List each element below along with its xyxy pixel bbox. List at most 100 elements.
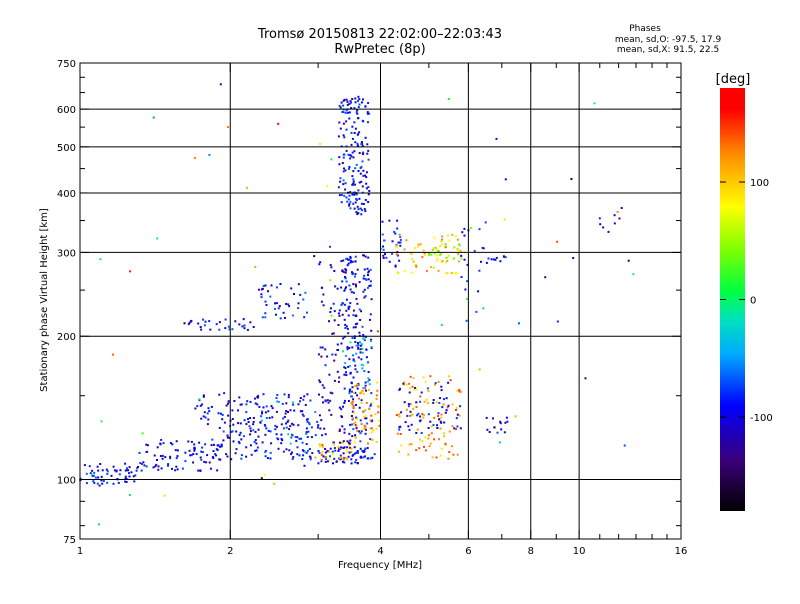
scatter-point [403, 248, 406, 251]
scatter-point [353, 441, 356, 444]
scatter-point [314, 456, 317, 459]
scatter-point [321, 396, 324, 399]
scatter-point [175, 465, 178, 468]
scatter-point [167, 464, 169, 467]
scatter-point [353, 121, 356, 124]
scatter-point [354, 201, 357, 204]
scatter-point [362, 364, 365, 367]
scatter-point [499, 260, 502, 263]
scatter-point [362, 410, 364, 413]
scatter-point [370, 346, 373, 349]
scatter-point [344, 399, 346, 402]
scatter-point [345, 257, 348, 260]
scatter-point [393, 230, 396, 233]
scatter-point [376, 381, 379, 384]
scatter-point [268, 416, 271, 419]
scatter-point [359, 392, 362, 395]
scatter-point [336, 287, 339, 290]
scatter-point [339, 177, 342, 180]
scatter-point [207, 418, 210, 421]
scatter-point [306, 311, 308, 314]
scatter-point [224, 318, 227, 321]
scatter-point [361, 325, 364, 328]
scatter-point [503, 255, 506, 258]
scatter-point [242, 318, 245, 321]
scatter-point [349, 423, 351, 426]
scatter-point [455, 428, 457, 431]
scatter-point [367, 274, 369, 276]
scatter-point [197, 469, 200, 472]
scatter-point [370, 431, 373, 434]
scatter-point [264, 300, 267, 303]
scatter-point [362, 387, 365, 389]
scatter-point [360, 402, 363, 404]
scatter-point [492, 258, 495, 261]
scatter-point [324, 364, 327, 367]
scatter-point [435, 248, 438, 251]
scatter-point [336, 343, 339, 346]
scatter-point [377, 405, 380, 408]
scatter-point [425, 398, 428, 401]
scatter-point [273, 482, 276, 485]
scatter-point [306, 420, 309, 423]
scatter-point [343, 303, 346, 306]
scatter-point [456, 389, 459, 392]
scatter-point [222, 430, 225, 433]
scatter-point [146, 450, 149, 453]
scatter-point [287, 393, 290, 396]
scatter-point [456, 425, 459, 428]
scatter-point [514, 415, 517, 418]
scatter-point [415, 401, 418, 404]
scatter-point [264, 433, 267, 436]
scatter-point [357, 99, 359, 102]
scatter-point [317, 462, 320, 465]
scatter-point [416, 428, 419, 431]
scatter-point [211, 438, 214, 441]
scatter-point [342, 179, 345, 182]
scatter-point [321, 346, 324, 349]
scatter-point [228, 436, 231, 439]
scatter-point [396, 432, 399, 435]
scatter-point [112, 465, 115, 468]
chart-title: Tromsø 20150813 22:02:00–22:03:43 [257, 27, 502, 42]
colorbar-ticks: 100 0 -100 [720, 178, 773, 424]
scatter-point [231, 409, 234, 412]
scatter-point [345, 286, 347, 289]
scatter-point [298, 437, 301, 440]
scatter-point [367, 380, 369, 383]
scatter-point [344, 169, 347, 172]
scatter-point [341, 302, 344, 305]
scatter-point [345, 269, 348, 272]
scatter-point [410, 271, 413, 274]
scatter-point [391, 252, 394, 255]
scatter-point [341, 162, 344, 164]
scatter-point [334, 449, 337, 452]
scatter-point [128, 475, 131, 478]
scatter-point [353, 150, 356, 153]
scatter-point [331, 332, 334, 335]
scatter-point [347, 455, 350, 458]
scatter-point [411, 258, 414, 260]
scatter-point [348, 444, 351, 447]
y-axis-label: Stationary phase Virtual Height [km] [39, 208, 50, 392]
scatter-point [321, 445, 324, 448]
scatter-point [430, 253, 433, 256]
scatter-point [441, 235, 444, 238]
scatter-point [260, 288, 263, 291]
scatter-point [181, 467, 184, 470]
scatter-point [356, 370, 359, 373]
scatter-point [430, 432, 433, 435]
scatter-point [347, 153, 350, 156]
scatter-point [302, 415, 305, 417]
scatter-point [409, 403, 412, 406]
scatter-point [424, 436, 427, 439]
scatter-point [365, 176, 368, 179]
scatter-point [356, 417, 359, 420]
scatter-point [196, 405, 199, 408]
x-tick-label: 6 [465, 546, 471, 557]
scatter-point [329, 391, 332, 394]
scatter-point [280, 423, 283, 426]
scatter-point [362, 290, 365, 293]
scatter-point [345, 298, 348, 301]
scatter-point [318, 414, 321, 417]
